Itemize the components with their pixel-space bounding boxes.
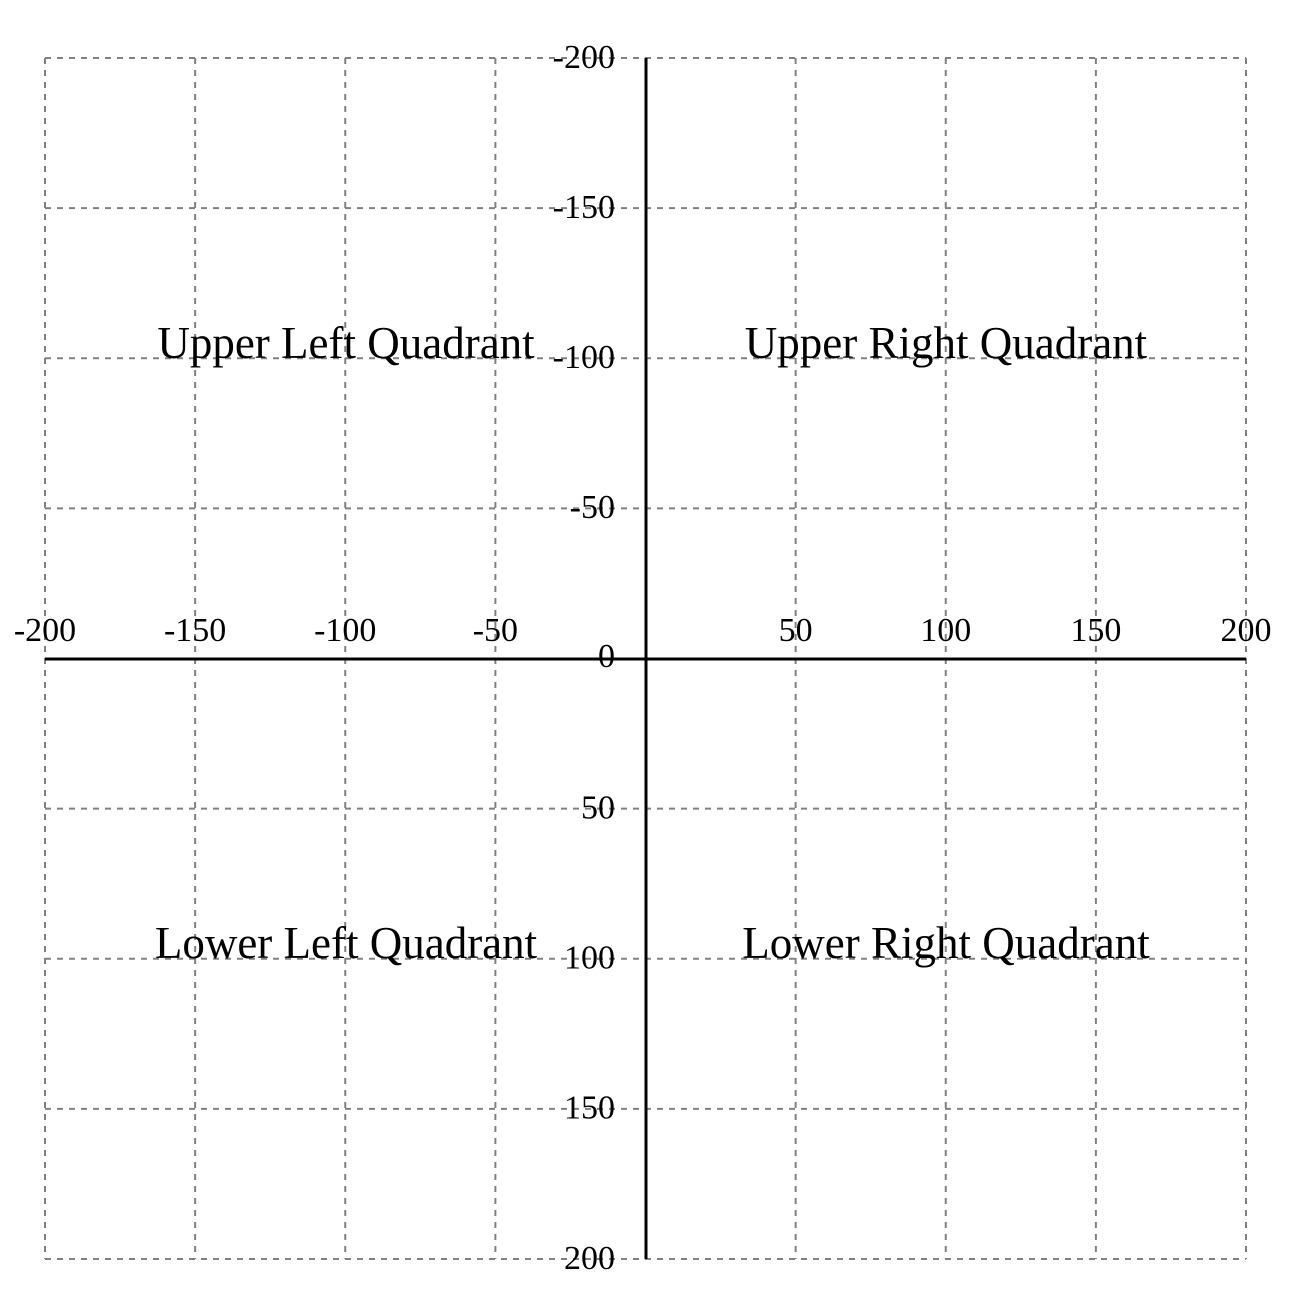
lower-left-quadrant-label: Lower Left Quadrant bbox=[155, 918, 538, 968]
x-tick-labels: -200 -150 -100 -50 50 100 150 200 bbox=[14, 612, 1272, 649]
y-tick-label: -50 bbox=[570, 489, 615, 526]
y-tick-label: 200 bbox=[564, 1240, 615, 1277]
y-tick-label: -100 bbox=[553, 339, 615, 376]
y-tick-label: -200 bbox=[553, 39, 615, 76]
x-tick-label: -200 bbox=[14, 612, 76, 649]
origin-label: 0 bbox=[598, 638, 615, 675]
x-tick-label: -100 bbox=[314, 612, 376, 649]
y-tick-label: 50 bbox=[581, 789, 615, 826]
upper-left-quadrant-label: Upper Left Quadrant bbox=[157, 318, 535, 368]
lower-right-quadrant-label: Lower Right Quadrant bbox=[742, 918, 1150, 968]
x-tick-label: -50 bbox=[473, 612, 518, 649]
y-tick-label: -150 bbox=[553, 189, 615, 226]
y-tick-labels: -200 -150 -100 -50 50 100 150 200 bbox=[553, 39, 615, 1277]
x-tick-label: -150 bbox=[164, 612, 226, 649]
x-tick-label: 200 bbox=[1221, 612, 1272, 649]
y-tick-label: 100 bbox=[564, 940, 615, 977]
x-tick-label: 50 bbox=[779, 612, 813, 649]
x-tick-label: 100 bbox=[920, 612, 971, 649]
upper-right-quadrant-label: Upper Right Quadrant bbox=[745, 318, 1148, 368]
x-tick-label: 150 bbox=[1070, 612, 1121, 649]
y-tick-label: 150 bbox=[564, 1090, 615, 1127]
